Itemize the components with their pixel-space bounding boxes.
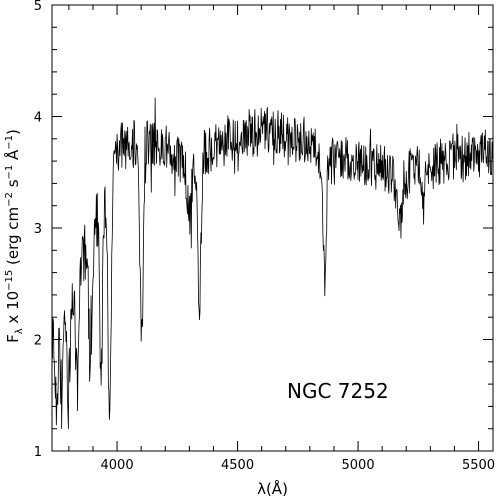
ylabel-exp: −15	[4, 270, 15, 291]
spectrum-line	[52, 97, 493, 430]
axis-ticks	[52, 4, 493, 452]
x-tick-label: 5000	[342, 458, 375, 473]
y-tick-label: 2	[34, 334, 42, 349]
ylabel-unit-open: (erg cm	[4, 207, 22, 270]
object-name-annotation: NGC 7252	[287, 379, 389, 403]
ylabel-unit-exp2: −1	[4, 165, 15, 180]
ylabel-prefix: F	[4, 334, 22, 343]
ylabel-unit-exp1: −2	[4, 192, 15, 207]
x-tick-label: 5500	[462, 458, 495, 473]
y-axis-title: Fλ x 10−15 (erg cm−2 s−1 Å−1)	[3, 129, 25, 343]
ylabel-mid: x 10	[4, 291, 22, 329]
ylabel-unit-close: )	[4, 129, 22, 135]
ylabel-unit-s: s	[4, 179, 22, 192]
y-tick-label: 1	[34, 445, 42, 460]
x-axis-title: λ(Å)	[257, 479, 288, 498]
ylabel-sub: λ	[14, 328, 25, 334]
tick-labels: 4000 4500 5000 5500 1 2 3 4 5	[34, 0, 495, 473]
x-tick-label: 4000	[101, 458, 134, 473]
plot-border	[51, 4, 494, 452]
y-tick-label: 5	[34, 0, 42, 14]
y-tick-label: 3	[34, 222, 42, 237]
x-tick-label: 4500	[221, 458, 254, 473]
plot-frame	[51, 4, 494, 452]
ylabel-unit-exp3: −1	[4, 135, 15, 150]
ylabel-unit-a: Å	[3, 149, 22, 165]
y-tick-label: 4	[34, 111, 42, 126]
